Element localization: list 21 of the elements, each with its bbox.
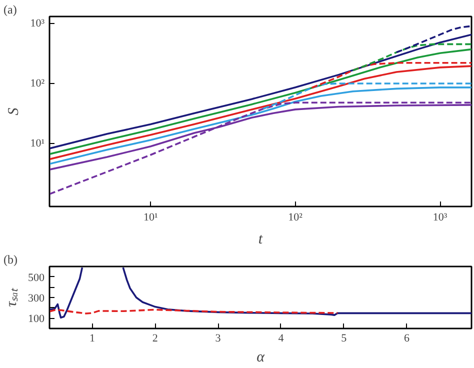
x-tick-label: 3 [215, 332, 222, 344]
x-tick-label: 10³ [432, 212, 448, 224]
y-axis-title: τₛₐₜ [4, 287, 20, 307]
y-tick-label: 300 [28, 292, 45, 304]
y-tick-label: 10³ [30, 17, 46, 30]
x-tick-label: 10² [288, 212, 304, 224]
x-axis-title: α [256, 350, 266, 366]
x-tick-label: 2 [152, 332, 158, 344]
x-tick-label: 10¹ [143, 212, 158, 224]
text: (b) [4, 252, 18, 266]
y-tick-label: 10² [30, 77, 46, 90]
x-axis-title: t [258, 232, 264, 248]
y-tick-label: 100 [28, 313, 45, 326]
x-tick-label: 6 [404, 332, 410, 344]
y-tick-label: 500 [28, 272, 45, 284]
x-tick-label: 4 [278, 332, 284, 344]
y-tick-label: 10¹ [30, 138, 45, 150]
y-axis-title: S [6, 107, 22, 116]
x-tick-label: 1 [90, 332, 96, 344]
x-tick-label: 5 [341, 332, 348, 344]
text: (a) [4, 2, 17, 16]
